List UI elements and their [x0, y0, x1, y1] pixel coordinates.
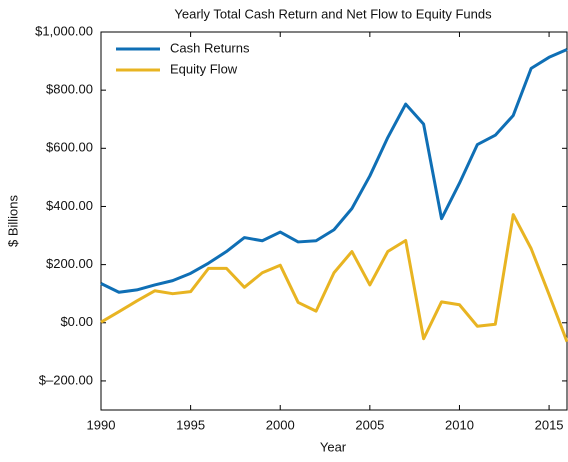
plot-frame [100, 31, 568, 411]
y-tick-label: $1,000.00 [35, 23, 93, 38]
data-line [100, 48, 568, 294]
x-axis-label: Year [320, 439, 347, 454]
y-tick-label: $0.00 [60, 314, 93, 329]
x-tick-label: 2005 [355, 417, 384, 432]
x-tick-label: 2015 [535, 417, 564, 432]
x-tick-label: 1990 [87, 417, 116, 432]
data-line [100, 213, 568, 343]
x-tick-label: 2000 [266, 417, 295, 432]
legend-label: Equity Flow [170, 61, 238, 76]
x-tick-label: 1995 [176, 417, 205, 432]
y-tick-label: $200.00 [46, 256, 93, 271]
y-tick-label: $–200.00 [39, 372, 93, 387]
legend-label: Cash Returns [170, 40, 250, 55]
chart-title: Yearly Total Cash Return and Net Flow to… [174, 6, 492, 21]
x-tick-label: 2010 [445, 417, 474, 432]
y-tick-label: $800.00 [46, 82, 93, 97]
y-tick-label: $400.00 [46, 198, 93, 213]
y-axis-label: $ Billions [5, 194, 20, 247]
y-tick-label: $600.00 [46, 140, 93, 155]
